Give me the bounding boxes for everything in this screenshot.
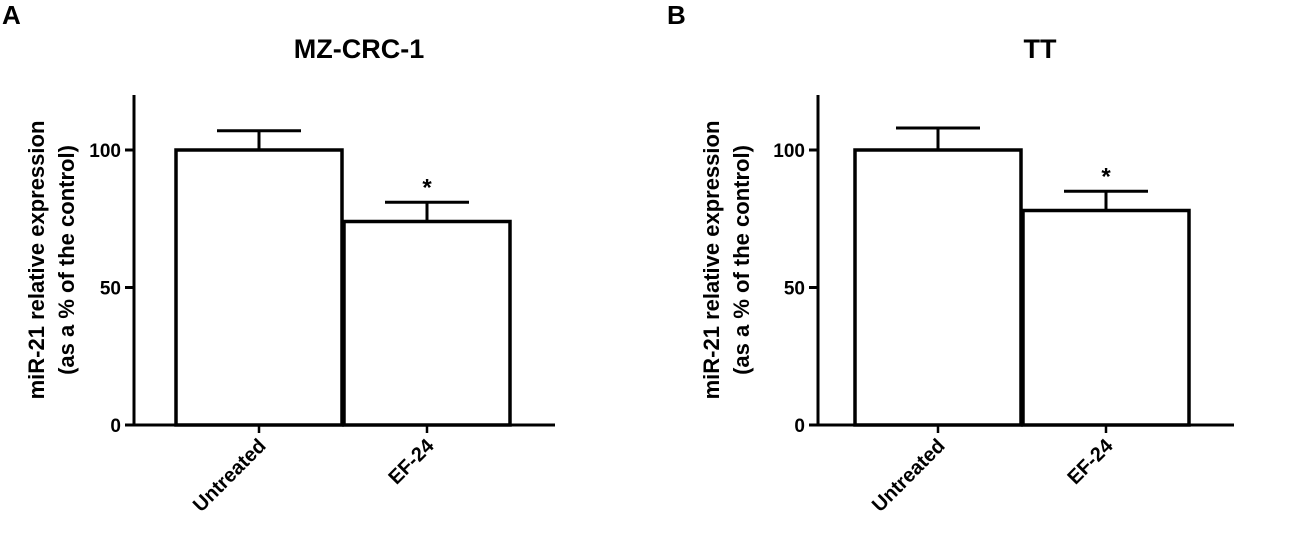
significance-mark: * [1101,163,1111,190]
plot-area: Untreated * EF-24 0 50 100 [773,95,1234,517]
chart-title: MZ-CRC-1 [294,34,424,64]
y-tick-label: 100 [89,141,121,162]
bar [174,148,344,427]
y-tick-label: 0 [110,416,121,437]
y-axis-label: miR-21 relative expression (as a % of th… [24,121,79,400]
bar [1021,208,1191,427]
panel-letter: A [2,0,21,30]
category-label: EF-24 [384,434,439,489]
y-tick-label: 0 [794,416,805,437]
y-axis-label-line-2: (as a % of the control) [54,145,79,375]
category-label: Untreated [868,435,950,517]
plot-area: Untreated * EF-24 0 50 100 [89,95,555,517]
y-axis-label: miR-21 relative expression (as a % of th… [699,121,754,400]
panel-b: B TT miR-21 relative expression (as a % … [667,0,1234,517]
bar [853,148,1023,427]
bar [342,219,512,427]
y-tick-label: 50 [100,279,121,300]
chart-title: TT [1024,34,1057,64]
y-tick-label: 100 [773,141,805,162]
y-axis-label-line-2: (as a % of the control) [729,145,754,375]
category-label: Untreated [189,435,271,517]
category-label: EF-24 [1063,434,1118,489]
panel-letter: B [667,0,686,30]
significance-mark: * [422,174,432,201]
y-axis-label-line-1: miR-21 relative expression [24,121,49,400]
panel-a: A MZ-CRC-1 miR-21 relative expression (a… [2,0,555,517]
y-tick-label: 50 [784,279,805,300]
y-axis-label-line-1: miR-21 relative expression [699,121,724,400]
